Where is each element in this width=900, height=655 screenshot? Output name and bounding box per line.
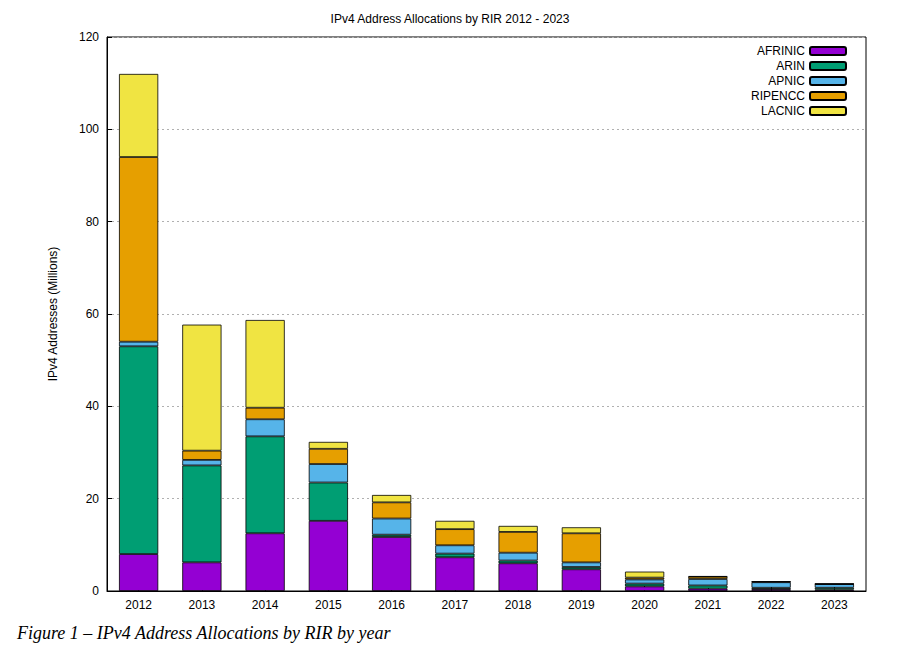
svg-text:40: 40 <box>86 399 100 413</box>
svg-text:20: 20 <box>86 492 100 506</box>
svg-text:120: 120 <box>79 30 99 44</box>
svg-text:2016: 2016 <box>378 598 405 612</box>
svg-text:ARIN: ARIN <box>776 59 805 73</box>
svg-text:2020: 2020 <box>631 598 658 612</box>
svg-text:80: 80 <box>86 215 100 229</box>
svg-text:2013: 2013 <box>189 598 216 612</box>
svg-text:Figure 1 – IPv4 Address Alloca: Figure 1 – IPv4 Address Allocations by R… <box>16 623 391 643</box>
svg-text:APNIC: APNIC <box>768 74 805 88</box>
svg-text:2018: 2018 <box>505 598 532 612</box>
svg-text:2021: 2021 <box>695 598 722 612</box>
svg-text:2015: 2015 <box>315 598 342 612</box>
svg-text:2012: 2012 <box>125 598 152 612</box>
svg-text:0: 0 <box>92 584 99 598</box>
svg-text:100: 100 <box>79 122 99 136</box>
svg-text:2023: 2023 <box>821 598 848 612</box>
svg-text:2019: 2019 <box>568 598 595 612</box>
svg-text:IPv4 Address Allocations by RI: IPv4 Address Allocations by RIR 2012 - 2… <box>331 12 570 26</box>
svg-text:RIPENCC: RIPENCC <box>751 89 805 103</box>
svg-text:2017: 2017 <box>442 598 469 612</box>
svg-text:2014: 2014 <box>252 598 279 612</box>
svg-text:60: 60 <box>86 307 100 321</box>
svg-text:AFRINIC: AFRINIC <box>757 44 805 58</box>
svg-text:IPv4 Addresses (Millions): IPv4 Addresses (Millions) <box>46 247 60 382</box>
svg-text:LACNIC: LACNIC <box>761 104 805 118</box>
svg-text:2022: 2022 <box>758 598 785 612</box>
